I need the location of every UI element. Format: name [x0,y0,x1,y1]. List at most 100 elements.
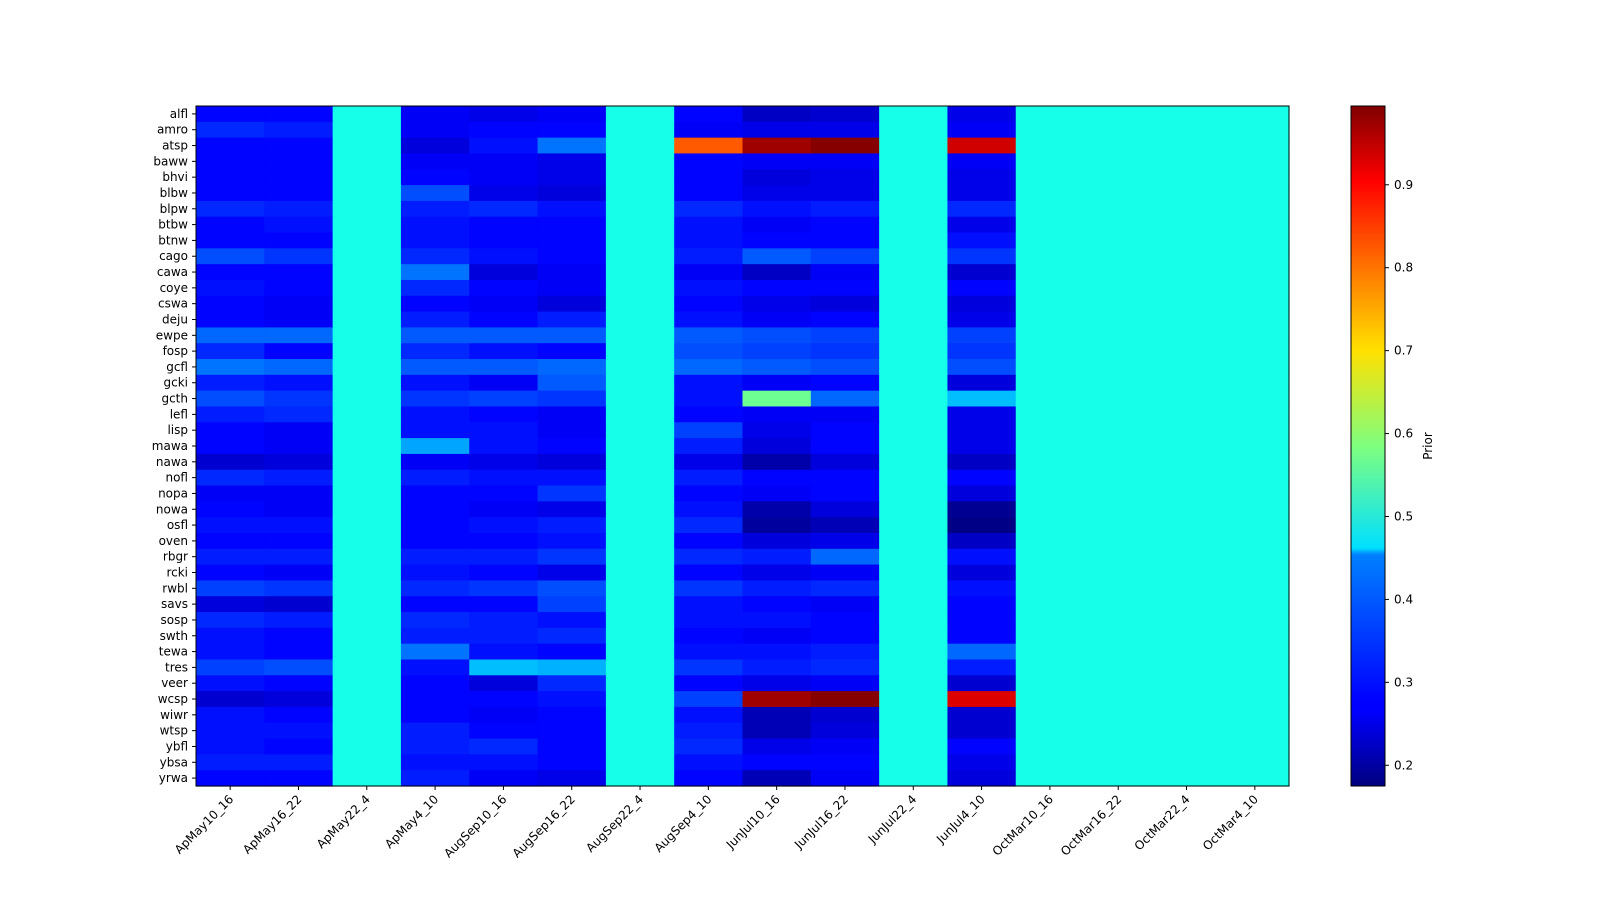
heatmap-cell-yrwa-ApMay22_4 [332,770,402,787]
heatmap-cell-nofl-JunJul10_16 [742,469,812,487]
heatmap-cell-fosp-ApMay10_16 [196,343,265,360]
heatmap-cell-blbw-AugSep22_4 [605,185,675,202]
heatmap-cell-blbw-JunJul10_16 [742,185,812,202]
heatmap-cell-alfl-AugSep16_22 [537,106,607,123]
heatmap-cell-wtsp-ApMay10_16 [196,722,265,740]
y-tick-label-gcki: gcki [164,376,189,390]
heatmap-cell-fosp-AugSep16_22 [537,343,607,360]
heatmap-cell-lisp-AugSep16_22 [537,422,607,439]
heatmap-cell-bhvi-AugSep4_10 [674,169,744,186]
y-tick-label-wtsp: wtsp [160,724,188,738]
heatmap-cell-nawa-ApMay22_4 [332,453,402,471]
x-tick-label-JunJul16_22: JunJul16_22 [791,792,851,852]
heatmap-cell-rwbl-ApMay16_22 [264,580,334,597]
heatmap-cell-atsp-OctMar10_16 [1015,137,1085,155]
heatmap-cell-btnw-OctMar16_22 [1084,232,1153,249]
heatmap-cell-nofl-ApMay22_4 [332,469,402,487]
y-tick-label-rwbl: rwbl [162,581,188,595]
heatmap-cell-btbw-ApMay4_10 [400,216,470,234]
heatmap-cell-cago-ApMay22_4 [332,248,402,265]
heatmap-cell-cswa-ApMay10_16 [196,295,265,313]
heatmap-cell-veer-JunJul16_22 [810,675,880,692]
heatmap-cell-cago-OctMar4_10 [1220,248,1290,265]
heatmap-cell-cswa-OctMar16_22 [1084,295,1153,313]
heatmap-cell-osfl-ApMay22_4 [332,517,402,534]
heatmap-cell-atsp-AugSep10_16 [469,137,539,155]
heatmap-cell-ybfl-ApMay22_4 [332,738,402,755]
heatmap-cell-mawa-AugSep16_22 [537,438,607,455]
x-tick-label-OctMar10_16: OctMar10_16 [990,792,1056,858]
heatmap-cell-alfl-ApMay4_10 [400,106,470,123]
heatmap-cell-gcki-ApMay22_4 [332,374,402,392]
y-tick-label-nowa: nowa [156,502,188,516]
heatmap-cell-ewpe-AugSep16_22 [537,327,607,344]
heatmap-cell-nopa-AugSep10_16 [469,485,539,502]
heatmap-cell-ewpe-ApMay10_16 [196,327,265,344]
heatmap-cell-nofl-OctMar16_22 [1084,469,1153,487]
heatmap-cell-bhvi-AugSep22_4 [605,169,675,186]
heatmap-cell-nawa-AugSep4_10 [674,453,744,471]
heatmap-cell-nopa-JunJul16_22 [810,485,880,502]
heatmap-cell-nawa-AugSep22_4 [605,453,675,471]
heatmap-cell-wtsp-ApMay16_22 [264,722,334,740]
heatmap-cell-wtsp-OctMar4_10 [1220,722,1290,740]
heatmap-cell-gcth-OctMar16_22 [1084,390,1153,408]
heatmap-cell-gcth-JunJul22_4 [879,390,949,408]
heatmap-cell-bhvi-JunJul22_4 [879,169,949,186]
heatmap-cell-tewa-ApMay16_22 [264,643,334,661]
heatmap-cell-cago-JunJul16_22 [810,248,880,265]
heatmap-cell-blpw-OctMar10_16 [1015,200,1085,218]
heatmap-cell-oven-OctMar16_22 [1084,532,1153,550]
heatmap-cell-ybsa-ApMay16_22 [264,754,334,771]
heatmap-cell-nawa-OctMar10_16 [1015,453,1085,471]
heatmap-cell-amro-AugSep16_22 [537,121,607,139]
heatmap-cell-wiwr-OctMar10_16 [1015,706,1085,724]
heatmap-cell-savs-ApMay16_22 [264,596,334,613]
heatmap-cell-atsp-JunJul16_22 [810,137,880,155]
heatmap-cells [196,106,1290,787]
heatmap-cell-ybfl-AugSep4_10 [674,738,744,755]
heatmap-cell-deju-OctMar4_10 [1220,311,1290,328]
heatmap-cell-rwbl-JunJul22_4 [879,580,949,597]
heatmap-cell-ewpe-JunJul22_4 [879,327,949,344]
heatmap-cell-ewpe-OctMar10_16 [1015,327,1085,344]
heatmap-cell-savs-JunJul16_22 [810,596,880,613]
heatmap-cell-lefl-JunJul16_22 [810,406,880,423]
heatmap-cell-oven-OctMar4_10 [1220,532,1290,550]
heatmap-cell-gcfl-OctMar4_10 [1220,359,1290,376]
heatmap-cell-gcth-ApMay16_22 [264,390,334,408]
heatmap-cell-gcth-OctMar10_16 [1015,390,1085,408]
heatmap-cell-swth-AugSep16_22 [537,627,607,645]
heatmap-cell-nopa-JunJul10_16 [742,485,812,502]
heatmap-cell-lisp-OctMar22_4 [1152,422,1222,439]
heatmap-cell-cawa-AugSep16_22 [537,264,607,281]
heatmap-cell-gcth-AugSep16_22 [537,390,607,408]
heatmap-cell-gcfl-AugSep22_4 [605,359,675,376]
heatmap-cell-lefl-JunJul4_10 [947,406,1017,423]
heatmap-cell-sosp-ApMay4_10 [400,612,470,629]
heatmap-cell-alfl-ApMay16_22 [264,106,334,123]
heatmap-cell-coye-AugSep22_4 [605,279,675,297]
heatmap-cell-oven-JunJul16_22 [810,532,880,550]
heatmap-cell-deju-OctMar16_22 [1084,311,1153,328]
heatmap-cell-tres-JunJul4_10 [947,659,1017,676]
heatmap-cell-nowa-AugSep4_10 [674,501,744,518]
heatmap-cell-savs-AugSep16_22 [537,596,607,613]
colorbar-tick-label: 0.8 [1394,261,1413,275]
heatmap-cell-btbw-JunJul22_4 [879,216,949,234]
heatmap-cell-rbgr-JunJul22_4 [879,548,949,566]
heatmap-cell-osfl-ApMay4_10 [400,517,470,534]
heatmap-cell-ybfl-OctMar16_22 [1084,738,1153,755]
heatmap-cell-cago-ApMay10_16 [196,248,265,265]
heatmap-cell-deju-OctMar10_16 [1015,311,1085,328]
heatmap-cell-mawa-OctMar4_10 [1220,438,1290,455]
heatmap-cell-ybsa-ApMay22_4 [332,754,402,771]
heatmap-cell-wiwr-JunJul4_10 [947,706,1017,724]
heatmap-cell-alfl-JunJul22_4 [879,106,949,123]
heatmap-cell-rbgr-OctMar4_10 [1220,548,1290,566]
heatmap-cell-veer-AugSep16_22 [537,675,607,692]
heatmap-cell-bhvi-ApMay16_22 [264,169,334,186]
heatmap-cell-wcsp-OctMar22_4 [1152,691,1222,708]
heatmap-cell-rcki-OctMar22_4 [1152,564,1222,582]
